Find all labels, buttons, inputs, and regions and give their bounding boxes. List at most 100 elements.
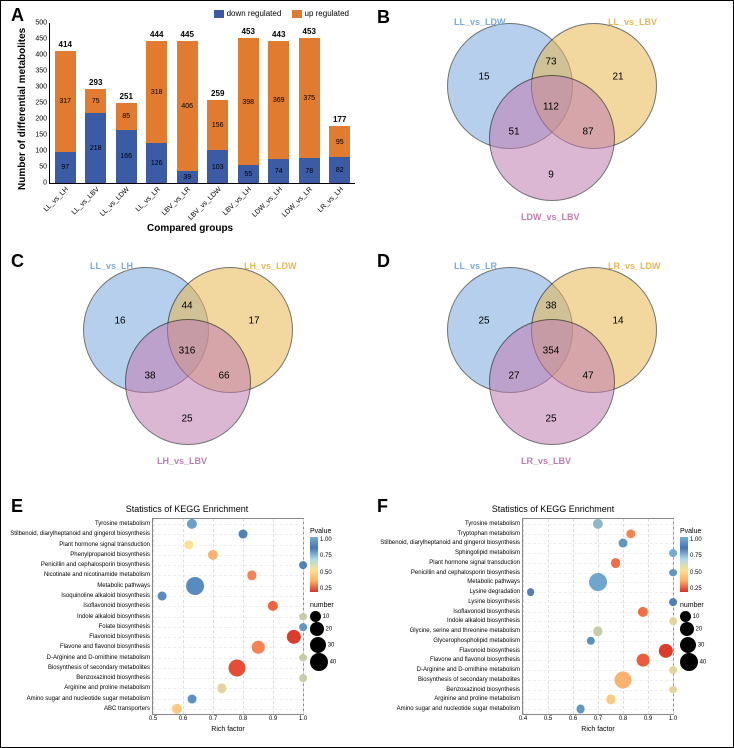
bar-LDW_vs_LH: 44374369 (268, 41, 289, 183)
pvalue-label: Pvalue (310, 528, 336, 535)
bar-down-val: 55 (244, 171, 252, 178)
venn-value: 73 (545, 57, 556, 68)
kegg-title: Statistics of KEGG Enrichment (492, 504, 615, 514)
panel-a-legend: down regulated up regulated (214, 9, 357, 20)
kegg-dot (184, 540, 193, 549)
bar-down-val: 218 (90, 145, 102, 152)
kegg-pathway-label: Flavone and flavonol biosynthesis (60, 644, 153, 650)
kegg-dot (186, 577, 204, 595)
kegg-pathway-label: Flavone and flavonol biosynthesis (430, 657, 523, 663)
venn-value: 15 (478, 72, 489, 83)
venn-value: 16 (114, 316, 125, 327)
kegg-dot (299, 561, 307, 569)
bar-up-val: 369 (273, 97, 285, 104)
kegg-dot (589, 573, 607, 591)
kegg-x-tick: 0.7 (594, 716, 602, 722)
venn-value: 14 (612, 316, 623, 327)
kegg-dot (658, 643, 672, 657)
legend-down-swatch (214, 10, 224, 18)
bar-LDW_vs_LR: 45378375 (299, 38, 320, 183)
kegg-dot (637, 654, 650, 667)
x-tick: LR_vs_LH (317, 186, 345, 214)
venn-value: 38 (545, 301, 556, 312)
bar-LBV_vs_LDW: 259103156 (207, 100, 228, 183)
kegg-pathway-label: Flavonoid biosynthesis (459, 648, 523, 654)
x-tick: LDW_vs_LR (281, 186, 314, 219)
panel-b: B LL_vs_LDWLL_vs_LBVLDW_vs_LBV1521973518… (377, 7, 725, 237)
kegg-pathway-label: D-Arginine and D-ornithine metabolism (47, 655, 153, 661)
pvalue-tick: 1.00 (320, 537, 332, 543)
venn-set-label: LH_vs_LBV (157, 456, 207, 466)
bar-LL_vs_LDW: 25116685 (116, 103, 137, 183)
kegg-pathway-label: Tryptophan metabolism (458, 531, 523, 537)
venn-value: 87 (582, 127, 593, 138)
panel-a-label: A (11, 5, 24, 26)
kegg-pathway-label: Penicillin and cephalosporin biosynthesi… (41, 562, 153, 568)
kegg-dot (669, 666, 677, 674)
pvalue-tick: 0.75 (320, 553, 332, 559)
y-tick: 200 (35, 116, 50, 123)
venn-circle-c (489, 75, 615, 201)
kegg-dot (208, 550, 218, 560)
kegg-pathway-label: Benzoxazinoid biosynthesis (76, 675, 153, 681)
kegg-dot (606, 695, 615, 704)
bar-total: 293 (89, 78, 102, 87)
num-legend-row: 20 (680, 622, 706, 636)
bar-LBV_vs_LR: 44539406 (177, 41, 198, 183)
y-tick: 0 (43, 180, 50, 187)
kegg-x-tick: 0.5 (149, 716, 157, 722)
panel-b-label: B (377, 7, 390, 28)
kegg-dot (299, 674, 307, 682)
pvalue-gradient (680, 537, 688, 592)
num-legend-row: 10 (680, 611, 706, 622)
kegg-dot (187, 519, 197, 529)
kegg-dot (172, 704, 182, 714)
venn-set-label: LH_vs_LDW (244, 261, 297, 271)
bar-down-val: 39 (183, 174, 191, 181)
panel-c: C LL_vs_LHLH_vs_LDWLH_vs_LBV161725443866… (7, 251, 367, 481)
venn-value: 47 (582, 371, 593, 382)
venn-value: 66 (218, 371, 229, 382)
x-tick: LL_vs_LDW (99, 186, 131, 218)
kegg-x-tick: 0.8 (619, 716, 627, 722)
pvalue-tick: 0.25 (320, 586, 332, 592)
kegg-dot (669, 617, 677, 625)
bar-total: 414 (59, 40, 72, 49)
panel-d: D LL_vs_LRLR_vs_LDWLR_vs_LBV251425382747… (377, 251, 725, 481)
kegg-dot (287, 630, 301, 644)
bar-up-val: 317 (59, 98, 71, 105)
kegg-x-tick: 0.9 (269, 716, 277, 722)
kegg-pathway-label: Penicillin and cephalosporin biosynthesi… (411, 570, 523, 576)
bar-total: 453 (303, 27, 316, 36)
kegg-pathway-label: Benzoxazinoid biosynthesis (446, 687, 523, 693)
y-tick: 150 (35, 132, 50, 139)
venn-value: 354 (543, 346, 560, 357)
bar-up-val: 95 (336, 139, 344, 146)
kegg-dot (268, 601, 278, 611)
kegg-x-tick: 0.4 (519, 716, 527, 722)
kegg-x-label: Rich factor (581, 726, 614, 733)
bar-down-val: 126 (151, 160, 163, 167)
venn-value: 44 (181, 301, 192, 312)
kegg-pathway-label: Isoquinoline alkaloid biosynthesis (61, 593, 153, 599)
num-legend-row: 30 (680, 637, 706, 653)
y-tick: 300 (35, 84, 50, 91)
bar-down-val: 74 (275, 168, 283, 175)
bar-total: 251 (120, 92, 133, 101)
pvalue-label: Pvalue (680, 528, 706, 535)
y-tick: 450 (35, 36, 50, 43)
kegg-pathway-label: Isoflavonoid biosynthesis (83, 603, 153, 609)
kegg-pathway-label: Plant hormone signal transduction (429, 560, 523, 566)
kegg-pathway-label: Glycine, serine and threonine metabolism (410, 628, 523, 634)
kegg-dot (615, 671, 632, 688)
kegg-dot (239, 530, 248, 539)
venn-set-label: LR_vs_LBV (521, 456, 571, 466)
num-legend-row: 40 (680, 653, 706, 671)
kegg-dot (299, 613, 307, 621)
kegg-pathway-label: Flavonoid biosynthesis (89, 634, 153, 640)
kegg-dot (299, 623, 307, 631)
venn-value: 25 (545, 414, 556, 425)
kegg-title: Statistics of KEGG Enrichment (126, 504, 249, 514)
kegg-pathway-label: Amino sugar and nucleotide sugar metabol… (397, 706, 523, 712)
kegg-x-tick: 0.5 (544, 716, 552, 722)
